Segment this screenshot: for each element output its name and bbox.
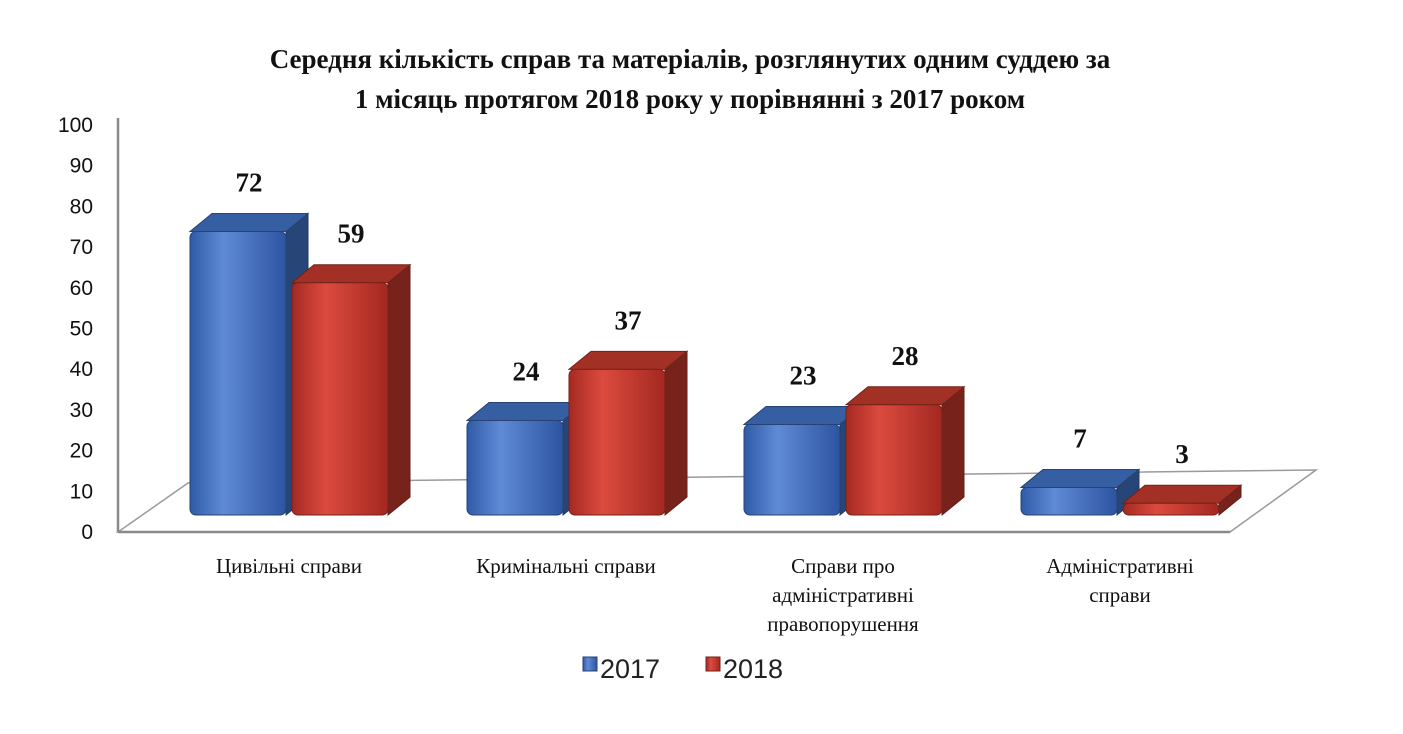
legend-item-2017: 2017 bbox=[582, 654, 660, 684]
x-category-label: адміністративні bbox=[772, 583, 914, 607]
x-category-label: правопорушення bbox=[767, 612, 919, 636]
y-tick-label: 90 bbox=[70, 155, 93, 178]
x-category-label: Цивільні справи bbox=[216, 554, 362, 578]
bar-front bbox=[1020, 486, 1118, 516]
data-label: 24 bbox=[513, 357, 540, 387]
data-label: 28 bbox=[892, 341, 919, 371]
x-category-label: Адміністративні bbox=[1046, 554, 1194, 578]
bar-2017-4 bbox=[1019, 468, 1141, 517]
bar-2018-3 bbox=[844, 385, 966, 517]
y-tick-label: 60 bbox=[70, 277, 93, 300]
chart-title-line: Середня кількість справ та матеріалів, р… bbox=[270, 44, 1111, 74]
bar-front bbox=[568, 368, 666, 516]
bar-side bbox=[664, 350, 688, 517]
bar-front bbox=[743, 423, 841, 516]
legend-item-2018: 2018 bbox=[705, 654, 783, 684]
legend-swatch bbox=[705, 656, 721, 672]
data-label: 3 bbox=[1175, 439, 1189, 469]
legend-swatch bbox=[582, 656, 598, 672]
y-tick-label: 20 bbox=[70, 440, 93, 463]
y-axis: 0 10 20 30 40 50 60 70 80 90 100 bbox=[58, 114, 120, 544]
chart-floor bbox=[115, 469, 1319, 534]
y-tick-label: 0 bbox=[81, 521, 93, 544]
data-label: 59 bbox=[338, 219, 365, 249]
x-category-label: Справи про bbox=[791, 554, 895, 578]
y-tick-label: 70 bbox=[70, 236, 93, 259]
legend-label: 2017 bbox=[600, 654, 660, 684]
data-labels: 72 59 24 37 23 28 7 3 bbox=[236, 168, 1189, 470]
bar-front bbox=[1122, 502, 1220, 516]
y-tick-label: 80 bbox=[70, 195, 93, 218]
bars bbox=[188, 212, 1243, 517]
data-label: 37 bbox=[615, 305, 642, 335]
chart-title-line: 1 місяць протягом 2018 року у порівнянні… bbox=[355, 84, 1025, 114]
x-category-label: Кримінальні справи bbox=[476, 554, 656, 578]
bar-side bbox=[941, 385, 965, 517]
bar-2017-3 bbox=[742, 405, 864, 517]
y-tick-label: 100 bbox=[58, 114, 93, 137]
data-label: 7 bbox=[1073, 423, 1087, 453]
bar-2017-1 bbox=[188, 212, 310, 517]
chart-title: Середня кількість справ та матеріалів, р… bbox=[270, 44, 1111, 114]
bar-front bbox=[291, 282, 389, 516]
bar-2017-2 bbox=[465, 401, 587, 517]
bar-front bbox=[845, 404, 943, 516]
y-tick-label: 10 bbox=[70, 480, 93, 503]
bar-front bbox=[189, 231, 287, 516]
bar-2018-2 bbox=[567, 350, 689, 517]
x-axis-categories: Цивільні справи Кримінальні справи Справи … bbox=[216, 554, 1194, 636]
bar-side bbox=[387, 263, 411, 517]
data-label: 23 bbox=[790, 360, 817, 390]
x-category-label: справи bbox=[1089, 583, 1151, 607]
y-tick-label: 40 bbox=[70, 358, 93, 381]
y-tick-label: 50 bbox=[70, 318, 93, 341]
bar-front bbox=[466, 420, 564, 516]
y-tick-label: 30 bbox=[70, 399, 93, 422]
data-label: 72 bbox=[236, 168, 263, 198]
bar-2018-1 bbox=[290, 263, 412, 517]
bar-2018-4 bbox=[1121, 484, 1243, 517]
legend: 2017 2018 bbox=[582, 654, 783, 684]
legend-label: 2018 bbox=[723, 654, 783, 684]
